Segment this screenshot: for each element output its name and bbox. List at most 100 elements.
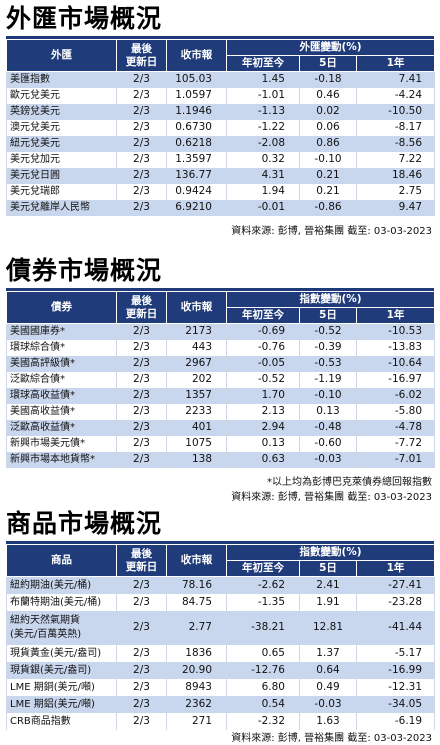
table-row: 美元兌離岸人民幣 2/3 6.9210 -0.01 -0.86 9.47 (6, 199, 436, 216)
row-name: 美國高收益債* (6, 403, 117, 420)
row-5d: -0.52 (299, 323, 357, 340)
row-date: 2/3 (116, 135, 167, 152)
row-ytd: 2.13 (226, 403, 300, 420)
commodity-header-ytd: 年初至今 (226, 560, 300, 577)
row-5d: 0.21 (299, 183, 357, 200)
row-date: 2/3 (116, 435, 167, 452)
row-name: 泛歐綜合債* (6, 371, 117, 388)
row-date: 2/3 (116, 119, 167, 136)
row-ytd: -1.22 (226, 119, 300, 136)
row-5d: -0.60 (299, 435, 357, 452)
row-date: 2/3 (116, 183, 167, 200)
row-date: 2/3 (116, 419, 167, 436)
row-date: 2/3 (116, 712, 167, 730)
row-name: 布蘭特期油(美元/桶) (6, 593, 117, 611)
table-row: 泛歐綜合債* 2/3 202 -0.52 -1.19 -16.97 (6, 371, 436, 388)
row-quote: 105.03 (166, 71, 227, 88)
row-name: 環球綜合債* (6, 339, 117, 356)
table-row: 環球高收益債* 2/3 1357 1.70 -0.10 -6.02 (6, 387, 436, 404)
row-date: 2/3 (116, 339, 167, 356)
row-ytd: -0.05 (226, 355, 300, 372)
table-row: 美國高評級債* 2/3 2967 -0.05 -0.53 -10.64 (6, 355, 436, 372)
row-quote: 136.77 (166, 167, 227, 184)
row-quote: 2362 (166, 695, 227, 713)
table-row: 美元兌加元 2/3 1.3597 0.32 -0.10 7.22 (6, 151, 436, 168)
row-date: 2/3 (116, 103, 167, 120)
fx-header-change: 外匯變動(%) (225, 39, 436, 56)
row-date: 2/3 (116, 355, 167, 372)
row-date: 2/3 (116, 678, 167, 696)
row-date: 2/3 (116, 403, 167, 420)
table-row: 現貨銀(美元/盎司) 2/3 20.90 -12.76 0.64 -16.99 (6, 661, 436, 679)
table-row: 紐約天然氣期貨 (美元/百萬英熱) 2/3 2.77 -38.21 12.81 -41.4… (6, 610, 436, 645)
row-name: 美國國庫券* (6, 323, 117, 340)
row-quote: 138 (166, 451, 227, 468)
row-5d: 1.37 (299, 644, 357, 662)
row-date: 2/3 (116, 451, 167, 468)
table-row: CRB商品指數 2/3 271 -2.32 1.63 -6.19 (6, 712, 436, 730)
row-name: 美元兌瑞郎 (6, 183, 117, 200)
commodity-header-1y: 1年 (355, 560, 436, 577)
row-ytd: 0.63 (226, 451, 300, 468)
row-1y: -27.41 (355, 576, 436, 594)
row-date: 2/3 (116, 695, 167, 713)
row-1y: -7.01 (355, 451, 436, 468)
row-1y: -10.50 (355, 103, 436, 120)
row-5d: -0.03 (299, 695, 357, 713)
row-1y: -10.53 (355, 323, 436, 340)
row-5d: -0.53 (299, 355, 357, 372)
row-1y: 7.22 (355, 151, 436, 168)
table-row: 美國高收益債* 2/3 2233 2.13 0.13 -5.80 (6, 403, 436, 420)
row-date: 2/3 (116, 199, 167, 216)
fx-header-5d: 5日 (299, 55, 357, 72)
table-row: 美匯指數 2/3 105.03 1.45 -0.18 7.41 (6, 71, 436, 88)
row-1y: -41.44 (355, 610, 436, 645)
row-quote: 1.0597 (166, 87, 227, 104)
row-quote: 202 (166, 371, 227, 388)
row-quote: 84.75 (166, 593, 227, 611)
commodity-header-name: 商品 (6, 544, 117, 577)
row-5d: 0.49 (299, 678, 357, 696)
row-ytd: -12.76 (226, 661, 300, 679)
row-5d: 1.91 (299, 593, 357, 611)
row-quote: 1357 (166, 387, 227, 404)
row-quote: 1.3597 (166, 151, 227, 168)
row-ytd: 1.70 (226, 387, 300, 404)
row-5d: -0.10 (299, 151, 357, 168)
row-date: 2/3 (116, 593, 167, 611)
commodity-header-change: 指數變動(%) (225, 544, 436, 561)
row-ytd: 0.13 (226, 435, 300, 452)
row-1y: -16.99 (355, 661, 436, 679)
row-5d: 2.41 (299, 576, 357, 594)
row-5d: -1.19 (299, 371, 357, 388)
commodity-header-5d: 5日 (299, 560, 357, 577)
commodity-source: 資料來源: 彭博, 晉裕集團 截至: 03-03-2023 (231, 733, 432, 744)
bond-title-rule (6, 288, 434, 291)
row-quote: 78.16 (166, 576, 227, 594)
bond-table: 債券 最後 更新日 收市報 指數變動(%) 年初至今 5日 1年 美國國庫券* 2… (6, 291, 436, 468)
row-ytd: 6.80 (226, 678, 300, 696)
table-row: LME 期銅(美元/噸) 2/3 8943 6.80 0.49 -12.31 (6, 678, 436, 696)
row-5d: 0.64 (299, 661, 357, 679)
row-name: 紐約期油(美元/桶) (6, 576, 117, 594)
bond-header-updated: 最後 更新日 (116, 291, 167, 324)
bond-header-change: 指數變動(%) (225, 291, 436, 308)
row-ytd: -0.69 (226, 323, 300, 340)
row-quote: 20.90 (166, 661, 227, 679)
row-name: LME 期鋁(美元/噸) (6, 695, 117, 713)
row-name: 現貨黃金(美元/盎司) (6, 644, 117, 662)
fx-header-ytd: 年初至今 (226, 55, 300, 72)
row-name: 紐約天然氣期貨 (美元/百萬英熱) (6, 610, 117, 645)
row-1y: 7.41 (355, 71, 436, 88)
row-name: 美國高評級債* (6, 355, 117, 372)
row-date: 2/3 (116, 610, 167, 645)
row-ytd: -0.52 (226, 371, 300, 388)
row-date: 2/3 (116, 371, 167, 388)
table-row: 美國國庫券* 2/3 2173 -0.69 -0.52 -10.53 (6, 323, 436, 340)
row-quote: 271 (166, 712, 227, 730)
bond-title: 債券市場概況 (6, 256, 163, 285)
row-1y: -4.78 (355, 419, 436, 436)
table-row: 環球綜合債* 2/3 443 -0.76 -0.39 -13.83 (6, 339, 436, 356)
row-name: 環球高收益債* (6, 387, 117, 404)
table-row: 美元兌瑞郎 2/3 0.9424 1.94 0.21 2.75 (6, 183, 436, 200)
